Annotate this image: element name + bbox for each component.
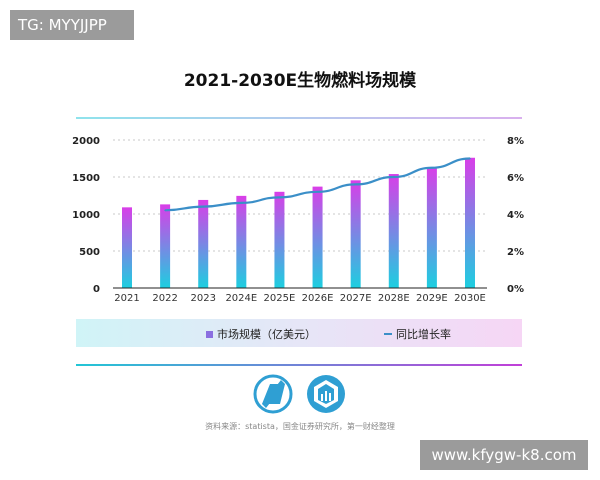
x-tick-label: 2023 bbox=[190, 293, 215, 304]
line-point bbox=[202, 205, 205, 208]
bottom-divider bbox=[76, 364, 522, 366]
watermark-top-left: TG: MYYJJPP bbox=[10, 10, 134, 40]
bar bbox=[160, 204, 171, 288]
line-point bbox=[278, 196, 281, 199]
x-tick-label: 2024E bbox=[225, 293, 257, 304]
bar bbox=[465, 157, 475, 288]
y-left-tick-label: 1500 bbox=[72, 173, 100, 184]
y-right-tick-label: 4% bbox=[507, 210, 524, 221]
y-left-tick-label: 2000 bbox=[72, 136, 100, 147]
legend-item-bar: 市场规模（亿美元） bbox=[206, 326, 316, 342]
y-left-tick-label: 1000 bbox=[72, 210, 100, 221]
line-point bbox=[164, 209, 166, 212]
chart-title: 2021-2030E生物燃料场规模 bbox=[183, 71, 417, 91]
bar bbox=[198, 199, 209, 288]
x-tick-label: 2021 bbox=[114, 293, 139, 304]
compass-logo-icon bbox=[253, 374, 293, 414]
y-left-tick-label: 500 bbox=[79, 247, 100, 258]
chart: 0 0% 500 2% 1000 4% 1500 6% 2000 8% 2021 2022 2023 20… bbox=[72, 136, 524, 304]
legend: 市场规模（亿美元） 同比增长率 bbox=[76, 319, 522, 347]
y-right-tick-label: 8% bbox=[507, 136, 524, 147]
y-right-tick-label: 2% bbox=[507, 247, 524, 258]
source-note: 资料来源：statista，国金证券研究所，第一财经整理 bbox=[205, 422, 395, 431]
legend-item-line: 同比增长率 bbox=[384, 326, 451, 342]
line-point bbox=[392, 176, 395, 178]
line-point bbox=[469, 157, 471, 160]
x-tick-label: 2029E bbox=[416, 293, 448, 304]
bar bbox=[350, 180, 361, 288]
bar bbox=[388, 174, 399, 288]
x-tick-label: 2030E bbox=[454, 293, 486, 304]
line-point bbox=[240, 202, 243, 204]
line-point bbox=[316, 191, 319, 193]
bar bbox=[274, 191, 285, 288]
bar bbox=[236, 195, 247, 288]
x-tick-label: 2026E bbox=[302, 293, 334, 304]
legend-label: 市场规模（亿美元） bbox=[217, 328, 316, 341]
x-tick-label: 2022 bbox=[152, 293, 177, 304]
top-divider bbox=[76, 117, 522, 119]
bar-swatch-icon bbox=[206, 330, 213, 338]
line-point bbox=[431, 166, 433, 169]
line-swatch-icon bbox=[384, 333, 392, 335]
watermark-bottom-right: www.kfygw-k8.com bbox=[420, 440, 588, 470]
y-left-tick-label: 0 bbox=[93, 284, 100, 295]
bar bbox=[122, 207, 132, 288]
y-right-tick-label: 6% bbox=[507, 173, 524, 184]
x-tick-label: 2028E bbox=[378, 293, 410, 304]
line-point bbox=[354, 183, 357, 186]
bar bbox=[312, 186, 323, 288]
legend-label: 同比增长率 bbox=[396, 328, 451, 341]
logos bbox=[253, 374, 345, 414]
y-right-tick-label: 0% bbox=[507, 284, 524, 295]
chart-logo-icon bbox=[307, 375, 345, 413]
x-tick-label: 2027E bbox=[340, 293, 372, 304]
bar bbox=[426, 167, 437, 288]
x-tick-label: 2025E bbox=[264, 293, 296, 304]
